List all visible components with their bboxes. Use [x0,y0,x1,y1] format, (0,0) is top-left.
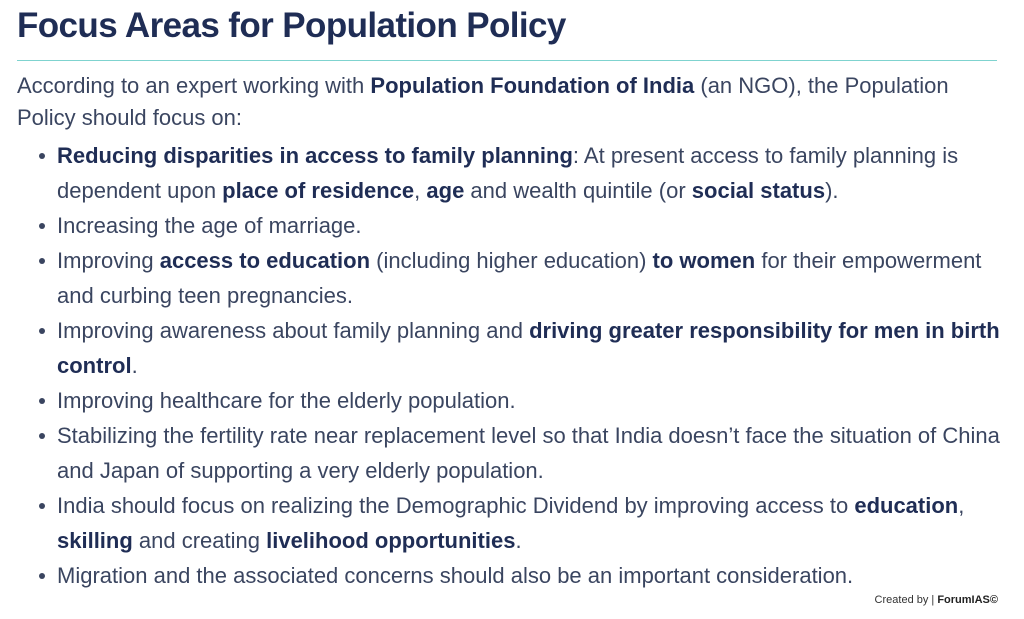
bullet-text: Improving [57,248,160,273]
bullet-emphasis: driving greater responsibility for men i… [57,318,1000,378]
bullet-emphasis: age [426,178,465,203]
credit-prefix: Created by | [874,594,938,606]
bullet-text: and wealth quintile (or [464,178,692,203]
bullet-text: Migration and the associated concerns sh… [57,563,854,588]
bullet-text: and creating [132,528,267,553]
credit-brand: ForumIAS© [937,594,998,606]
bullet-text: , [958,493,965,518]
list-item-migration: Migration and the associated concerns sh… [36,558,1008,593]
bullet-text: . [131,353,138,378]
bullet-emphasis: access to education [159,248,371,273]
list-item-fertility-rate: Stabilizing the fertility rate near repl… [36,418,1008,488]
focus-areas-list: Reducing disparities in access to family… [36,138,1008,593]
list-item-education-women: Improving access to education (including… [36,243,1008,313]
page-title: Focus Areas for Population Policy [17,6,566,45]
bullet-text: for their empowerment and curbing teen p… [57,248,982,308]
list-item-demographic-dividend: India should focus on realizing the Demo… [36,488,1008,558]
bullet-emphasis: place of residence [222,178,415,203]
bullet-emphasis: Reducing disparities in access to family… [57,143,573,168]
bullet-text: . [515,528,522,553]
bullet-text: ). [825,178,839,203]
list-item-men-responsibility: Improving awareness about family plannin… [36,313,1008,383]
bullet-text: Improving awareness about family plannin… [57,318,530,343]
bullet-emphasis: livelihood opportunities [266,528,516,553]
intro-paragraph: According to an expert working with Popu… [17,70,1007,134]
list-item-marriage-age: Increasing the age of marriage. [36,208,1008,243]
bullet-emphasis: skilling [57,528,133,553]
organization-name: Population Foundation of India [370,73,695,98]
bullet-text: Improving healthcare for the elderly pop… [57,388,516,413]
intro-text-start: According to an expert working with [17,73,371,98]
title-divider [17,60,997,61]
bullet-text: : At present access to family planning i… [57,143,959,203]
bullet-emphasis: education [854,493,959,518]
bullet-text: , [414,178,427,203]
list-item-disparities: Reducing disparities in access to family… [36,138,1008,208]
bullet-text: Stabilizing the fertility rate near repl… [57,423,1000,483]
bullet-emphasis: to women [652,248,756,273]
bullet-text: India should focus on realizing the Demo… [57,493,855,518]
intro-text-end: (an NGO), the Population Policy should f… [17,73,949,130]
bullet-emphasis: social status [691,178,826,203]
bullet-text: Increasing the age of marriage. [57,213,362,238]
bullet-text: (including higher education) [370,248,653,273]
list-item-elderly-healthcare: Improving healthcare for the elderly pop… [36,383,1008,418]
credit-line: Created by | ForumIAS© [875,594,998,606]
